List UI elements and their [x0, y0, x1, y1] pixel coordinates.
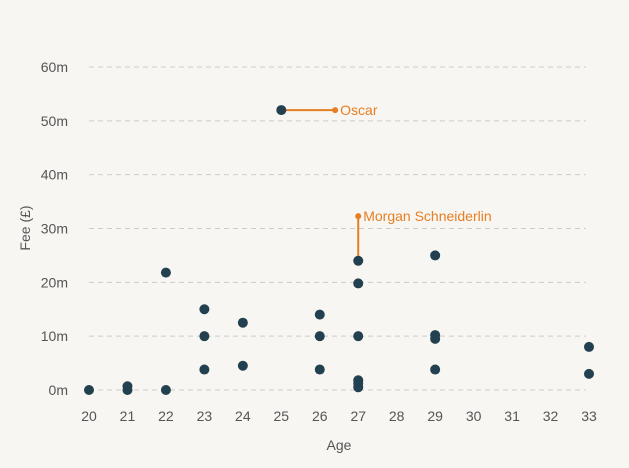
y-tick-label: 40m [41, 167, 68, 183]
data-point[interactable] [353, 278, 364, 289]
data-point[interactable] [237, 360, 248, 371]
x-axis-ticks: 20 21 22 23 24 25 26 27 28 29 30 31 32 33 [81, 408, 597, 424]
data-point[interactable] [199, 364, 210, 375]
data-point[interactable] [353, 331, 364, 342]
data-point[interactable] [199, 331, 210, 342]
data-point[interactable] [314, 364, 325, 375]
x-tick-label: 23 [197, 408, 213, 424]
x-tick-label: 31 [504, 408, 520, 424]
annotation-label: Oscar [340, 102, 378, 118]
y-tick-label: 0m [49, 382, 68, 398]
x-tick-label: 33 [581, 408, 597, 424]
data-point[interactable] [314, 331, 325, 342]
data-point[interactable] [584, 368, 594, 379]
data-point[interactable] [430, 333, 441, 344]
x-tick-label: 30 [466, 408, 482, 424]
x-tick-label: 22 [158, 408, 174, 424]
annotation-end-dot [355, 213, 362, 220]
data-point[interactable] [276, 105, 287, 116]
data-points [84, 105, 594, 395]
data-point[interactable] [353, 382, 364, 393]
data-point[interactable] [84, 385, 94, 395]
data-point[interactable] [353, 255, 364, 266]
annotation-end-dot [332, 107, 339, 114]
x-tick-label: 29 [427, 408, 443, 424]
data-point[interactable] [199, 304, 210, 315]
data-point[interactable] [160, 385, 171, 395]
y-tick-label: 30m [41, 221, 68, 237]
data-point[interactable] [430, 250, 441, 261]
data-point[interactable] [237, 317, 248, 328]
y-tick-label: 60m [41, 59, 68, 75]
x-tick-label: 28 [389, 408, 405, 424]
grid-lines [89, 66, 586, 391]
data-point[interactable] [122, 385, 133, 395]
y-tick-label: 50m [41, 113, 68, 129]
annotations: Oscar Morgan Schneiderlin [281, 102, 492, 261]
y-axis-title: Fee (£) [17, 205, 33, 250]
x-tick-label: 24 [235, 408, 251, 424]
data-point[interactable] [160, 267, 171, 278]
x-tick-label: 32 [543, 408, 559, 424]
data-point[interactable] [430, 364, 441, 375]
x-axis-title: Age [327, 437, 352, 453]
y-tick-label: 10m [41, 328, 68, 344]
x-tick-label: 27 [350, 408, 366, 424]
y-axis-ticks: 0m 10m 20m 30m 40m 50m 60m [41, 59, 68, 398]
x-tick-label: 25 [274, 408, 290, 424]
x-tick-label: 21 [120, 408, 136, 424]
data-point[interactable] [584, 341, 594, 352]
y-tick-label: 20m [41, 274, 68, 290]
annotation-label: Morgan Schneiderlin [363, 208, 491, 224]
x-tick-label: 26 [312, 408, 328, 424]
x-tick-label: 20 [81, 408, 97, 424]
data-point[interactable] [314, 309, 325, 320]
